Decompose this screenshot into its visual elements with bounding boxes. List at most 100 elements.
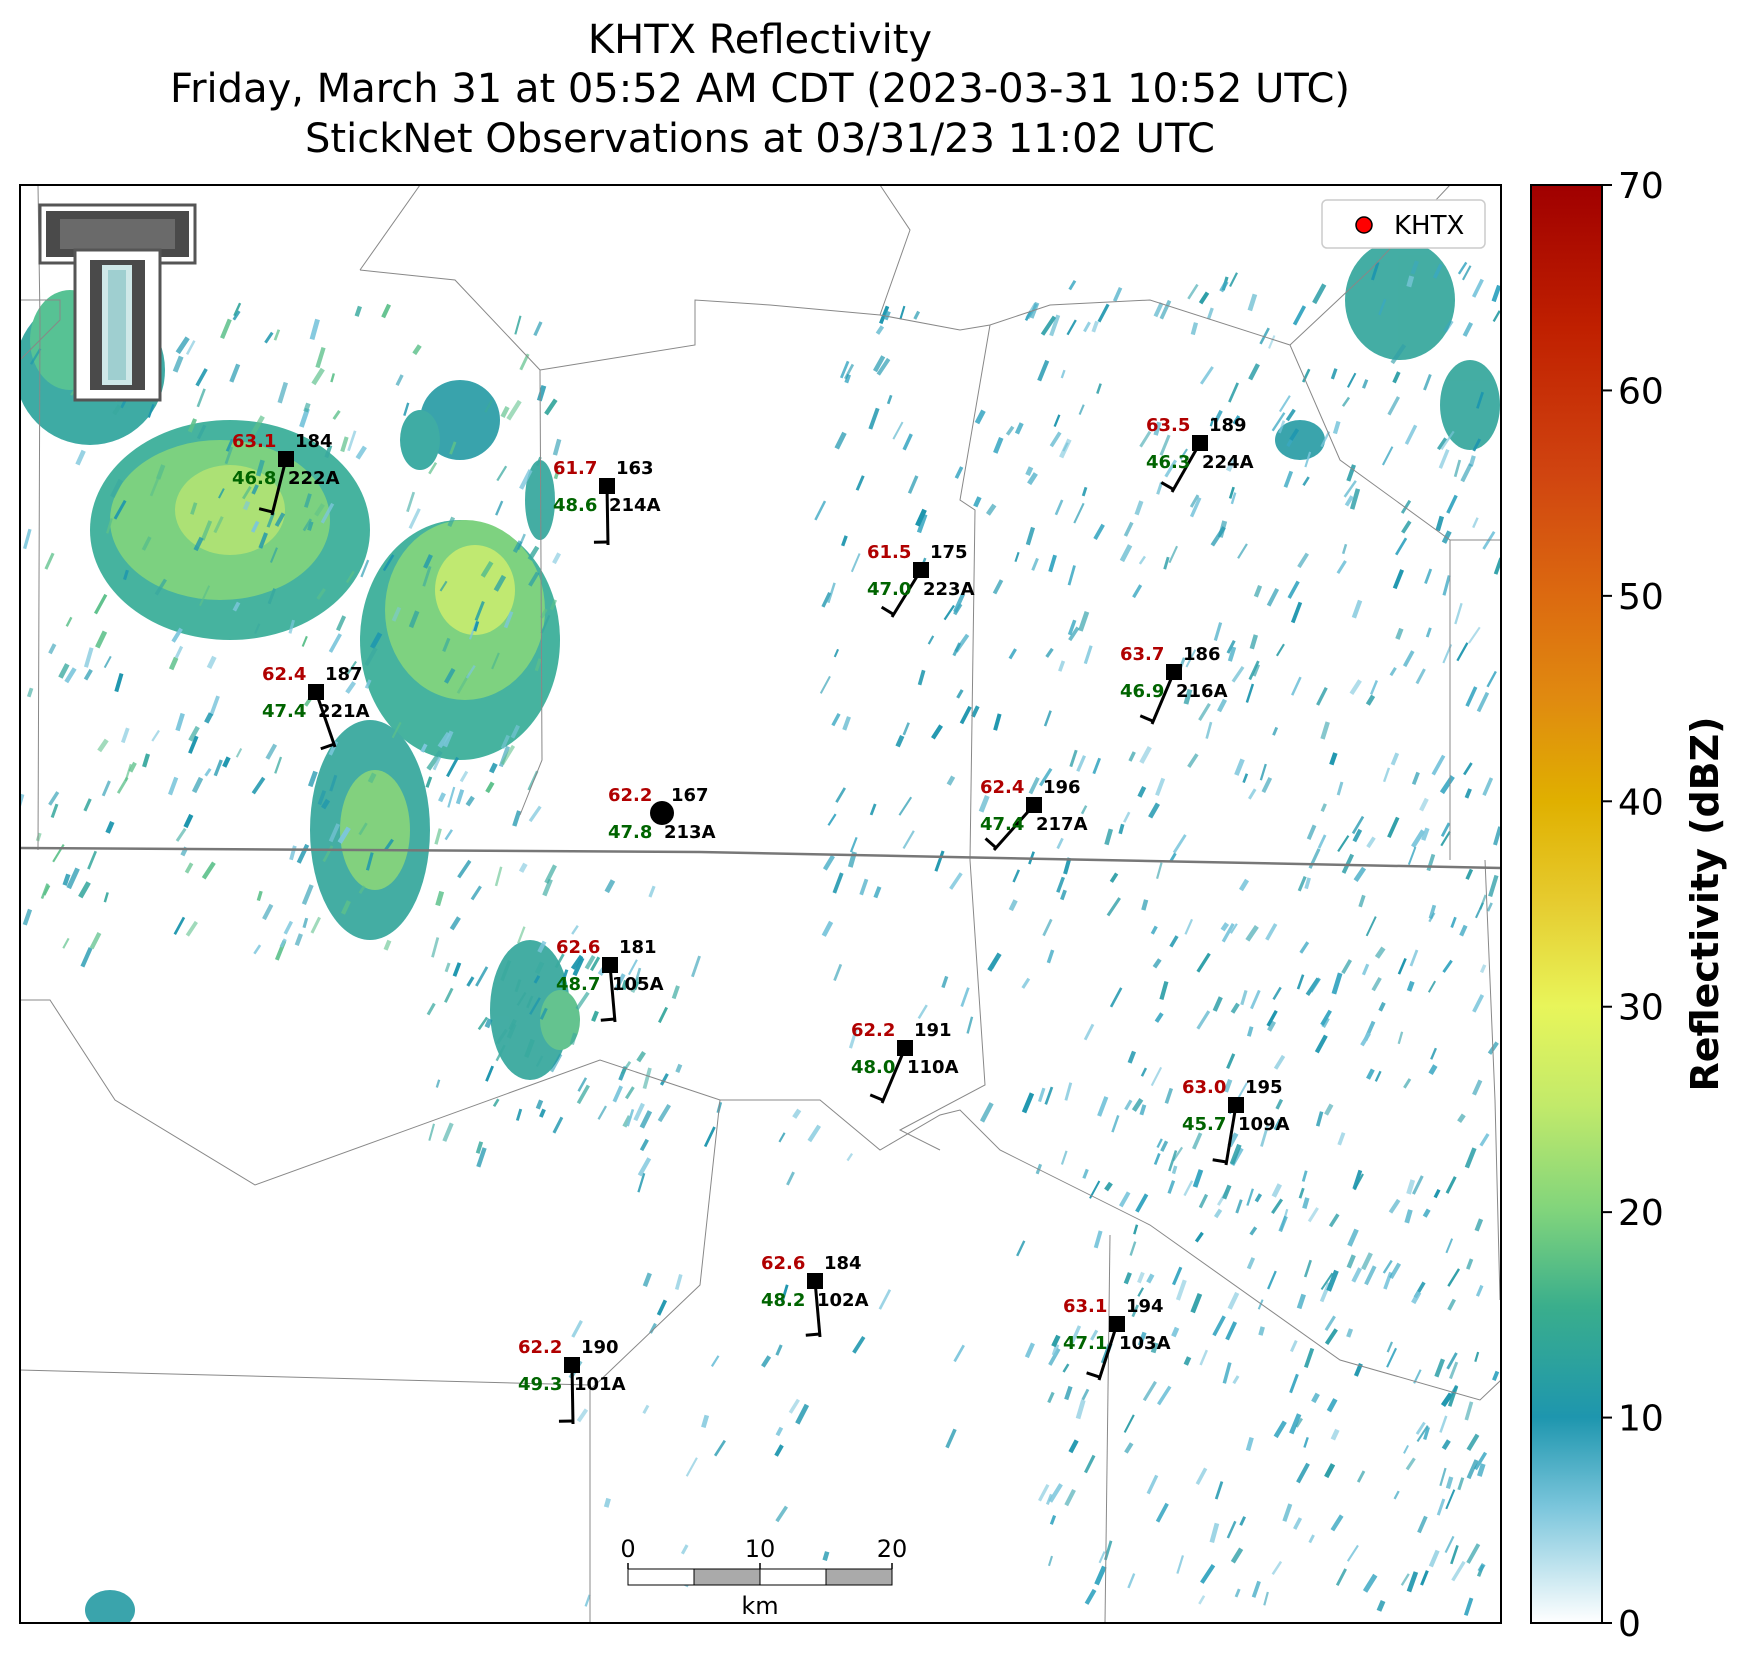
echo-speckle	[1421, 827, 1430, 841]
echo-speckle	[1012, 869, 1020, 883]
echo-speckle	[807, 1124, 822, 1143]
station-221a[interactable]: 62.4 187 47.4 221A	[262, 664, 370, 751]
echo-speckle	[1199, 1349, 1209, 1366]
echo-speckle	[850, 553, 861, 573]
echo-speckle	[403, 402, 410, 417]
echo-speckle	[953, 592, 966, 613]
echo-speckle	[26, 687, 34, 698]
khtx-radar-site-marker[interactable]	[650, 801, 674, 825]
echo-speckle	[1381, 446, 1394, 466]
station-101a[interactable]: 62.2 190 49.3 101A	[518, 1337, 626, 1425]
station-217a[interactable]: 62.4 196 47.4 217A	[980, 777, 1088, 851]
echo-speckle	[1282, 1503, 1293, 1522]
echo-speckle	[1388, 1198, 1401, 1214]
echo-speckle	[474, 601, 485, 622]
station-222a[interactable]: 63.1 184 46.8 222A	[232, 431, 340, 516]
wind-barb	[1150, 671, 1176, 725]
echo-speckle	[1412, 1175, 1424, 1195]
station-id: 224A	[1202, 452, 1254, 473]
echo-speckle	[1316, 687, 1328, 706]
echo-speckle	[80, 947, 93, 968]
texas-tech-double-t-logo	[38, 203, 197, 402]
echo-speckle	[1487, 1041, 1499, 1055]
station-105a[interactable]: 62.6 181 48.7 105A	[556, 937, 664, 1023]
echo-speckle	[279, 938, 287, 948]
station-214a[interactable]: 61.7 163 48.6 214A	[553, 458, 661, 546]
echo-speckle	[188, 725, 200, 742]
station-224a[interactable]: 63.5 189 46.3 224A	[1146, 415, 1254, 493]
echo-speckle	[795, 1403, 810, 1425]
figure-title: KHTX Reflectivity Friday, March 31 at 05…	[170, 17, 1350, 162]
echo-speckle	[1075, 1399, 1086, 1420]
echo-speckle	[316, 588, 326, 600]
echo-speckle	[1297, 552, 1309, 569]
echo-speckle	[1250, 989, 1261, 1010]
echo-speckle	[269, 547, 278, 563]
echo-speckle	[1104, 828, 1114, 846]
echo-speckle	[1160, 1140, 1169, 1152]
echo-speckle	[1040, 315, 1057, 336]
echo-speckle	[435, 890, 445, 907]
echo-speckle	[633, 1102, 645, 1122]
station-109a[interactable]: 63.0 195 45.7 109A	[1182, 1077, 1290, 1166]
echo-speckle	[1406, 1179, 1416, 1195]
echo-speckle	[1428, 1064, 1438, 1076]
echo-speckle	[518, 862, 528, 873]
map-area[interactable]: 63.1 184 46.8 222A 61.7 163 48.6 214A 61.5 175 47.…	[15, 184, 1503, 1630]
echo-speckle	[1222, 1362, 1232, 1384]
echo-speckle	[172, 355, 184, 373]
echo-speckle	[1195, 1467, 1208, 1485]
echo-speckle	[30, 348, 42, 365]
echo-speckle	[493, 574, 507, 592]
echo-speckle	[265, 743, 278, 760]
echo-speckle	[1223, 1079, 1233, 1093]
echo-speckle	[576, 1084, 590, 1105]
echo-speckle	[1351, 599, 1363, 619]
echo-speckle	[446, 756, 459, 778]
echo-speckle	[1420, 1570, 1429, 1586]
echo-speckle	[1198, 291, 1210, 305]
echo-speckle	[1346, 372, 1357, 388]
station-103a[interactable]: 63.1 194 47.1 103A	[1063, 1296, 1171, 1381]
echo-speckle	[1278, 420, 1286, 434]
echo-speckle	[597, 1105, 608, 1120]
station-223a[interactable]: 61.5 175 47.0 223A	[867, 542, 975, 618]
echo-speckle	[1258, 1326, 1265, 1336]
echo-speckle	[535, 1055, 544, 1067]
echo-speckle	[1411, 1291, 1422, 1305]
echo-speckle	[841, 535, 848, 547]
echo-speckle	[1169, 852, 1177, 862]
station-110a[interactable]: 62.2 191 48.0 110A	[851, 1020, 959, 1104]
echo-speckle	[1192, 1169, 1204, 1188]
echo-speckle	[1045, 647, 1054, 658]
echo-speckle	[449, 441, 457, 455]
echo-speckle	[1330, 1514, 1344, 1532]
echo-speckle	[1303, 1437, 1309, 1448]
echo-speckle	[204, 712, 214, 724]
echo-speckle	[1320, 431, 1331, 448]
wind-barb-flag	[984, 837, 997, 849]
station-102a[interactable]: 62.6 184 48.2 102A	[761, 1253, 869, 1338]
echo-speckle	[1048, 1483, 1063, 1503]
echo-speckle	[1137, 1287, 1145, 1297]
station-213a[interactable]: 62.2 167 47.8 213A	[608, 785, 716, 843]
echo-speckle	[1259, 763, 1267, 781]
echo-speckle	[1449, 1361, 1459, 1380]
station-216a[interactable]: 63.7 186 46.9 216A	[1120, 644, 1228, 725]
wind-barb-flag	[880, 605, 895, 616]
echo-speckle	[188, 735, 199, 754]
scale-unit: km	[741, 1592, 778, 1620]
echo-speckle	[1199, 366, 1214, 385]
echo-speckle	[1336, 781, 1344, 796]
echo-speckle	[1374, 946, 1386, 959]
echo-speckle	[1127, 1050, 1137, 1064]
echo-speckle	[639, 1138, 649, 1152]
echo-speckle	[426, 750, 443, 771]
echo-speckle	[703, 1126, 716, 1148]
echo-speckle	[187, 418, 197, 433]
echo-speckle	[1042, 918, 1053, 937]
echo-speckle	[1438, 449, 1450, 469]
echo-speckle	[1198, 1193, 1209, 1209]
echo-speckle	[1048, 554, 1057, 573]
echo-speckle	[1330, 1428, 1340, 1441]
